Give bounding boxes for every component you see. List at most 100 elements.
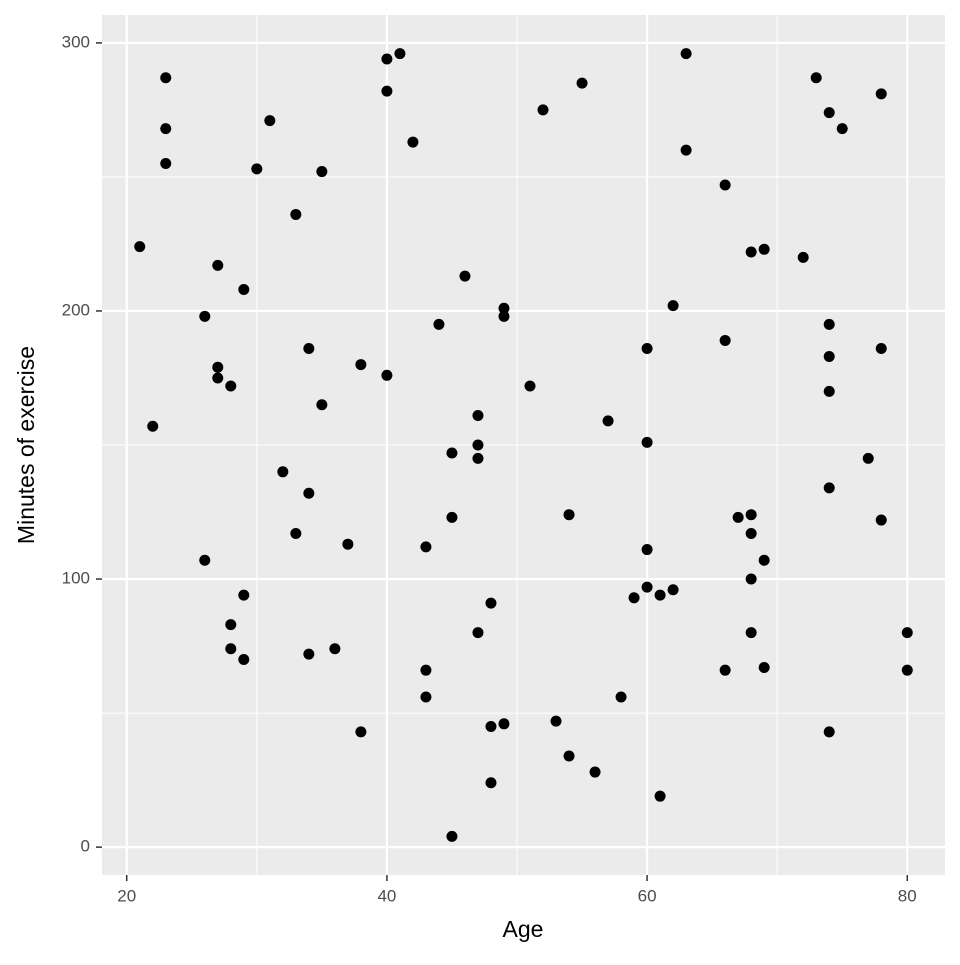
point bbox=[641, 342, 653, 354]
point bbox=[316, 166, 328, 178]
point bbox=[394, 48, 406, 60]
x-tick-label: 60 bbox=[638, 886, 657, 905]
point bbox=[667, 584, 679, 596]
point bbox=[719, 664, 731, 676]
point bbox=[472, 452, 484, 464]
point bbox=[537, 104, 549, 116]
point bbox=[823, 318, 835, 330]
x-axis-title: Age bbox=[503, 916, 544, 942]
point bbox=[290, 527, 302, 539]
point bbox=[823, 385, 835, 397]
point bbox=[862, 452, 874, 464]
point bbox=[628, 592, 640, 604]
point bbox=[797, 251, 809, 263]
point bbox=[576, 77, 588, 89]
point bbox=[563, 509, 575, 521]
point bbox=[745, 527, 757, 539]
point bbox=[823, 482, 835, 494]
point bbox=[225, 643, 237, 655]
point bbox=[654, 790, 666, 802]
point bbox=[160, 123, 172, 135]
point bbox=[550, 715, 562, 727]
point bbox=[485, 777, 497, 789]
point bbox=[355, 726, 367, 738]
point bbox=[212, 361, 224, 373]
point bbox=[641, 436, 653, 448]
point bbox=[498, 302, 510, 314]
y-tick-label: 200 bbox=[62, 300, 90, 319]
point bbox=[758, 554, 770, 566]
point bbox=[745, 509, 757, 521]
point bbox=[875, 342, 887, 354]
point bbox=[381, 369, 393, 381]
point bbox=[719, 179, 731, 191]
point bbox=[160, 158, 172, 170]
point bbox=[238, 284, 250, 296]
point bbox=[264, 115, 276, 127]
y-tick-label: 0 bbox=[81, 837, 90, 856]
point bbox=[758, 662, 770, 674]
point bbox=[199, 310, 211, 322]
point bbox=[355, 359, 367, 371]
point bbox=[810, 72, 822, 84]
y-tick-label: 100 bbox=[62, 569, 90, 588]
point bbox=[446, 447, 458, 459]
point bbox=[654, 589, 666, 601]
point bbox=[641, 581, 653, 593]
point bbox=[420, 664, 432, 676]
point bbox=[238, 589, 250, 601]
point bbox=[160, 72, 172, 84]
point bbox=[225, 619, 237, 631]
point bbox=[381, 53, 393, 65]
point bbox=[823, 726, 835, 738]
point bbox=[667, 300, 679, 312]
point bbox=[498, 310, 510, 322]
point bbox=[836, 123, 848, 135]
point bbox=[342, 538, 354, 550]
point bbox=[303, 648, 315, 660]
point bbox=[134, 241, 146, 253]
point bbox=[303, 342, 315, 354]
point bbox=[589, 766, 601, 778]
x-tick-label: 80 bbox=[898, 886, 917, 905]
point bbox=[446, 830, 458, 842]
point bbox=[745, 627, 757, 639]
y-tick-label: 300 bbox=[62, 32, 90, 51]
point bbox=[238, 653, 250, 665]
point bbox=[602, 415, 614, 427]
point bbox=[485, 597, 497, 609]
point bbox=[758, 243, 770, 255]
point bbox=[277, 466, 289, 478]
point bbox=[680, 144, 692, 156]
point bbox=[823, 351, 835, 363]
point bbox=[732, 511, 744, 523]
point bbox=[823, 107, 835, 119]
point bbox=[641, 544, 653, 556]
point bbox=[680, 48, 692, 60]
point bbox=[472, 410, 484, 422]
point bbox=[212, 372, 224, 384]
point bbox=[875, 88, 887, 100]
point bbox=[381, 85, 393, 97]
point bbox=[251, 163, 263, 175]
x-tick-label: 40 bbox=[377, 886, 396, 905]
point bbox=[498, 718, 510, 730]
point bbox=[472, 439, 484, 451]
point bbox=[407, 136, 419, 148]
point bbox=[615, 691, 627, 703]
point bbox=[316, 399, 328, 411]
point bbox=[420, 541, 432, 553]
point bbox=[524, 380, 536, 392]
point bbox=[433, 318, 445, 330]
point bbox=[147, 420, 159, 432]
point bbox=[303, 487, 315, 499]
point bbox=[420, 691, 432, 703]
point bbox=[472, 627, 484, 639]
point bbox=[563, 750, 575, 762]
point bbox=[459, 270, 471, 282]
point bbox=[901, 627, 913, 639]
point bbox=[901, 664, 913, 676]
point bbox=[485, 720, 497, 732]
point bbox=[290, 208, 302, 220]
